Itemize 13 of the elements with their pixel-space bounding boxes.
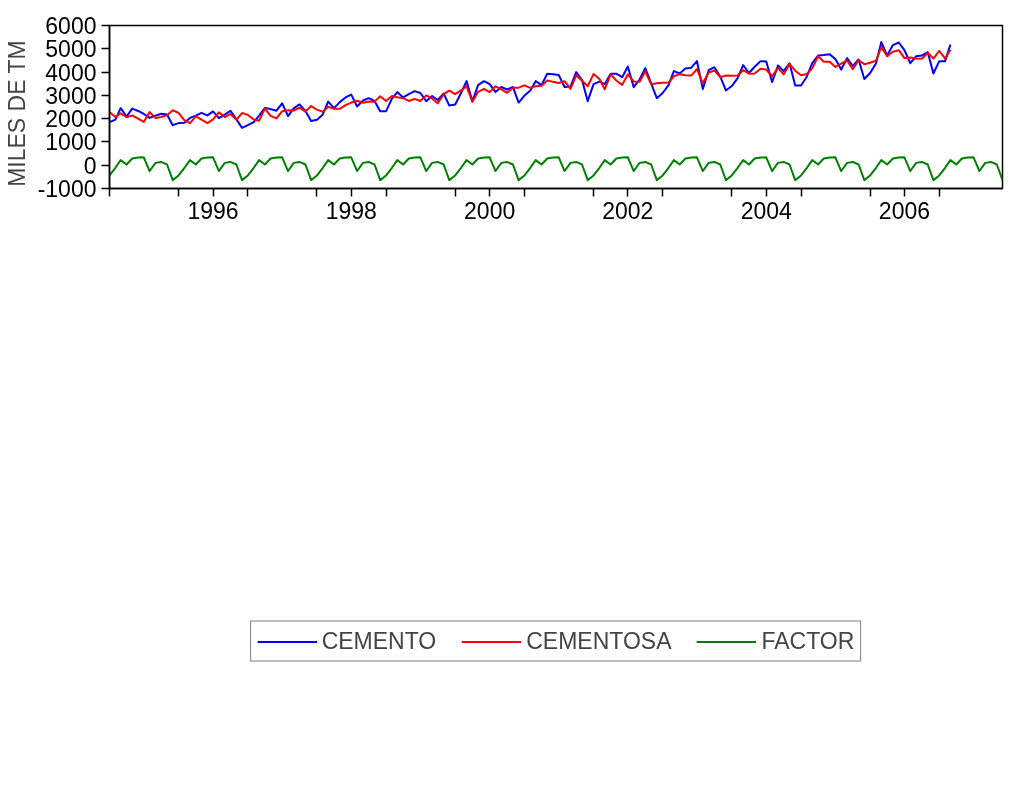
line-series [109,156,1003,182]
legend-label: CEMENTOSA [526,627,672,655]
y-tick-label: 6000 [45,13,97,39]
legend-label: CEMENTO [321,627,437,655]
y-tick-label: -1000 [37,176,97,202]
x-tick-label: 2006 [878,197,931,224]
y-axis-title: MILES DE TM [3,40,30,187]
x-tick-label: 1996 [187,197,239,224]
legend-label: FACTOR [761,627,855,655]
x-tick-label: 2002 [602,197,654,224]
x-tick-label: 2004 [740,197,793,224]
x-tick-label: 2000 [464,197,516,224]
x-tick-label: 1998 [325,197,377,224]
